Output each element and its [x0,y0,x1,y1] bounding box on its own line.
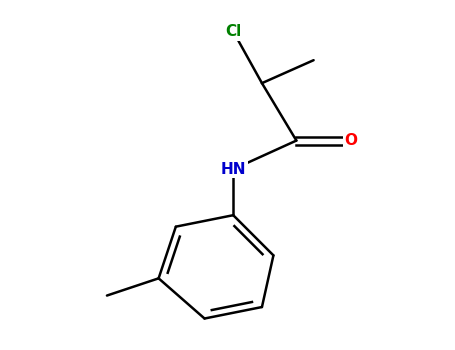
Text: HN: HN [221,162,246,177]
Text: Cl: Cl [225,24,241,39]
Text: O: O [344,133,358,148]
